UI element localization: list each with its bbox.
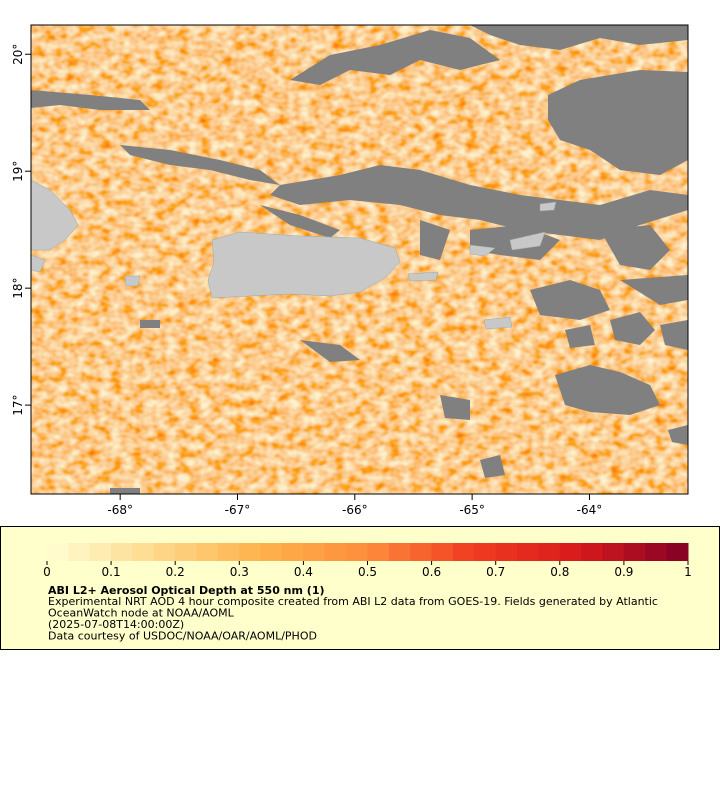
y-tick-label: 20°: [11, 44, 25, 65]
colorbar-bin: [517, 543, 539, 561]
colorbar-bin: [175, 543, 198, 561]
y-tick-label: 19°: [11, 161, 25, 182]
colorbar-bin: [538, 543, 561, 561]
colorbar-tick-label: 0.8: [550, 565, 569, 579]
colorbar-tick-label: 0: [43, 565, 51, 579]
caption-line: Experimental NRT AOD 4 hour composite cr…: [48, 595, 658, 608]
colorbar-bin: [645, 543, 668, 561]
colorbar-tick-label: 0.6: [422, 565, 441, 579]
map-image: [31, 25, 688, 494]
colorbar-bin: [346, 543, 368, 561]
colorbar-tick-label: 0.3: [230, 565, 249, 579]
colorbar-bin: [559, 543, 582, 561]
caption-line: Data courtesy of USDOC/NOAA/OAR/AOML/PHO…: [48, 630, 317, 643]
colorbar-bin: [666, 543, 689, 561]
x-tick-label: -65°: [459, 503, 485, 517]
colorbar-bin: [153, 543, 176, 561]
colorbar-bin: [388, 543, 411, 561]
colorbar-bin: [474, 543, 497, 561]
x-tick-label: -64°: [577, 503, 603, 517]
colorbar-bin: [602, 543, 625, 561]
x-tick-label: -67°: [225, 503, 251, 517]
colorbar-bin: [260, 543, 283, 561]
colorbar-bin: [282, 543, 304, 561]
caption-line: OceanWatch node at NOAA/AOML: [48, 607, 235, 620]
colorbar-bin: [495, 543, 518, 561]
x-tick-label: -66°: [342, 503, 368, 517]
colorbar-bin: [367, 543, 390, 561]
colorbar-bin: [89, 543, 112, 561]
colorbar-bin: [196, 543, 219, 561]
colorbar-bin: [623, 543, 646, 561]
colorbar-tick-label: 0.4: [294, 565, 313, 579]
colorbar-bin: [132, 543, 155, 561]
colorbar-bin: [217, 543, 240, 561]
colorbar-tick-label: 0.9: [614, 565, 633, 579]
colorbar-tick-label: 0.2: [166, 565, 185, 579]
colorbar-tick-label: 0.1: [102, 565, 121, 579]
y-tick-label: 17°: [11, 394, 25, 415]
caption-line: (2025-07-08T14:00:00Z): [48, 618, 184, 631]
colorbar-bin: [111, 543, 133, 561]
colorbar-bin: [410, 543, 433, 561]
map-frame: [30, 24, 689, 495]
cloud-mask: [31, 25, 688, 494]
land: [31, 179, 557, 330]
colorbar-bin: [431, 543, 454, 561]
x-tick-label: -68°: [107, 503, 133, 517]
colorbar-tick-label: 0.7: [486, 565, 505, 579]
colorbar-bin: [303, 543, 326, 561]
colorbar-bin: [581, 543, 604, 561]
colorbar-bin: [239, 543, 262, 561]
caption-title: ABI L2+ Aerosol Optical Depth at 550 nm …: [48, 584, 325, 597]
colorbar-bin: [68, 543, 91, 561]
colorbar-bin: [452, 543, 475, 561]
y-tick-label: 18°: [11, 278, 25, 299]
colorbar-bin: [47, 543, 69, 561]
colorbar-tick-label: 1: [684, 565, 692, 579]
colorbar-tick-label: 0.5: [358, 565, 377, 579]
colorbar-bin: [324, 543, 347, 561]
